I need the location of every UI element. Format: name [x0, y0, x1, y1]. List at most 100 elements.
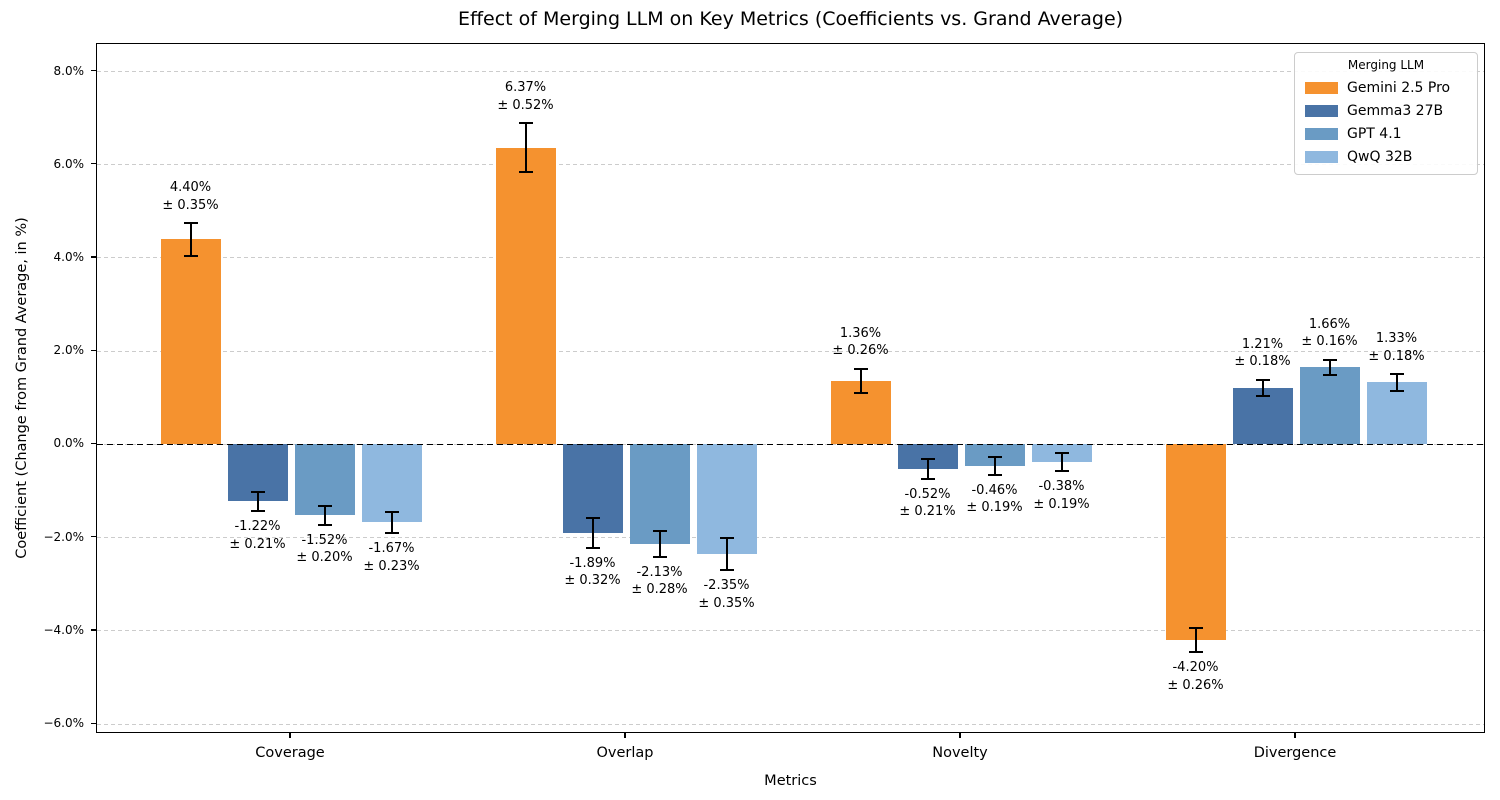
y-gridline: [97, 723, 1484, 725]
y-gridline: [97, 257, 1484, 259]
error-bar-cap: [384, 532, 399, 535]
error-bar: [993, 457, 996, 475]
error-bar-cap: [384, 510, 399, 513]
error-bar-cap: [987, 473, 1002, 476]
error-bar-cap: [317, 505, 332, 508]
x-tick-mark: [624, 733, 626, 738]
legend-label: Gemma3 27B: [1347, 102, 1444, 119]
y-tick-label: −4.0%: [43, 622, 84, 637]
bar-value-label: -4.20% ± 0.26%: [1167, 660, 1224, 693]
error-bar-cap: [1255, 378, 1270, 381]
legend-title: Merging LLM: [1347, 58, 1425, 72]
y-tick-mark: [91, 256, 96, 258]
y-tick-mark: [91, 629, 96, 631]
error-bar-cap: [250, 490, 265, 493]
error-bar-cap: [183, 254, 198, 257]
error-bar: [1328, 359, 1331, 375]
error-bar-cap: [1054, 452, 1069, 455]
error-bar-cap: [652, 529, 667, 532]
legend-label: GPT 4.1: [1347, 125, 1402, 142]
bar: [1299, 367, 1360, 445]
bar: [361, 444, 422, 523]
error-bar-cap: [1322, 373, 1337, 376]
error-bar: [926, 458, 929, 479]
legend-entry: QwQ 32B: [1305, 145, 1467, 168]
x-tick-label: Novelty: [932, 745, 988, 761]
legend-label: Gemini 2.5 Pro: [1347, 79, 1451, 96]
error-bar-cap: [1054, 470, 1069, 473]
error-bar-cap: [585, 546, 600, 549]
bar-value-label: -1.67% ± 0.23%: [363, 541, 420, 574]
bar-value-label: -0.38% ± 0.19%: [1033, 479, 1090, 512]
bar-value-label: 4.40% ± 0.35%: [162, 180, 219, 213]
x-tick-label: Divergence: [1253, 745, 1337, 761]
legend-label: QwQ 32B: [1347, 148, 1413, 165]
y-tick-mark: [91, 69, 96, 72]
y-tick-mark: [91, 442, 96, 445]
y-tick-label: 0.0%: [53, 436, 85, 451]
bar: [495, 147, 556, 445]
bar-value-label: -0.46% ± 0.19%: [966, 482, 1023, 516]
bar: [629, 444, 690, 544]
error-bar: [524, 123, 527, 172]
error-bar-cap: [853, 392, 868, 395]
error-bar-cap: [1188, 627, 1203, 630]
legend-swatch-icon: [1305, 127, 1338, 140]
error-bar: [323, 506, 326, 525]
legend-entry: Gemini 2.5 Pro: [1305, 76, 1467, 99]
error-bar: [658, 530, 661, 557]
bar-value-label: 6.37% ± 0.52%: [497, 80, 554, 113]
x-tick-mark: [959, 733, 961, 738]
error-bar-cap: [719, 536, 734, 539]
x-axis-title: Metrics: [764, 773, 817, 789]
x-tick-label: Coverage: [255, 745, 325, 761]
error-bar: [189, 223, 192, 256]
legend-swatch-icon: [1305, 81, 1338, 94]
bar-value-label: 1.33% ± 0.18%: [1368, 331, 1425, 364]
y-axis-title: Coefficient (Change from Grand Average, …: [14, 217, 30, 559]
bar: [1366, 382, 1427, 445]
error-bar: [1194, 628, 1197, 653]
bar: [1232, 388, 1293, 445]
y-tick-mark: [91, 536, 96, 538]
y-gridline: [97, 71, 1484, 72]
error-bar-cap: [585, 516, 600, 519]
error-bar-cap: [183, 222, 198, 225]
error-bar-cap: [652, 555, 667, 558]
y-tick-mark: [91, 163, 96, 165]
error-bar-cap: [920, 457, 935, 460]
x-tick-label: Overlap: [596, 745, 654, 761]
legend-swatch-icon: [1305, 150, 1338, 163]
x-tick-mark: [1294, 733, 1296, 738]
error-bar-cap: [1188, 651, 1203, 654]
error-bar: [1261, 379, 1264, 397]
error-bar-cap: [1322, 358, 1337, 361]
y-tick-label: 6.0%: [53, 156, 85, 171]
chart-title: Effect of Merging LLM on Key Metrics (Co…: [457, 8, 1124, 30]
y-tick-label: −2.0%: [43, 529, 84, 544]
bar-value-label: -2.13% ± 0.28%: [631, 564, 688, 598]
y-tick-mark: [91, 349, 96, 351]
legend-entries: Gemini 2.5 Pro Gemma3 27B GPT 4.1 QwQ 32B: [1305, 76, 1467, 168]
bar-value-label: -0.52% ± 0.21%: [899, 486, 956, 520]
legend: Merging LLM Gemini 2.5 Pro Gemma3 27B GPT …: [1294, 52, 1478, 175]
y-gridline: [97, 164, 1484, 166]
bar-value-label: -1.89% ± 0.32%: [564, 555, 621, 589]
y-gridline: [97, 630, 1484, 632]
bar: [1165, 444, 1226, 641]
y-tick-mark: [91, 722, 96, 724]
error-bar-cap: [1255, 395, 1270, 398]
bar-value-label: -2.35% ± 0.35%: [698, 578, 755, 611]
error-bar: [390, 511, 393, 534]
error-bar: [1060, 453, 1063, 472]
error-bar-cap: [987, 456, 1002, 459]
legend-swatch-icon: [1305, 104, 1338, 117]
error-bar-cap: [250, 510, 265, 513]
error-bar-cap: [719, 569, 734, 572]
bar-value-label: 1.36% ± 0.26%: [832, 325, 889, 359]
error-bar: [725, 537, 728, 571]
plot-area: 4.40% ± 0.35% 6.37% ± 0.52% 1.36% ± 0.26% -4.2…: [96, 43, 1485, 733]
y-tick-label: 8.0%: [53, 63, 85, 78]
bar: [160, 239, 221, 445]
